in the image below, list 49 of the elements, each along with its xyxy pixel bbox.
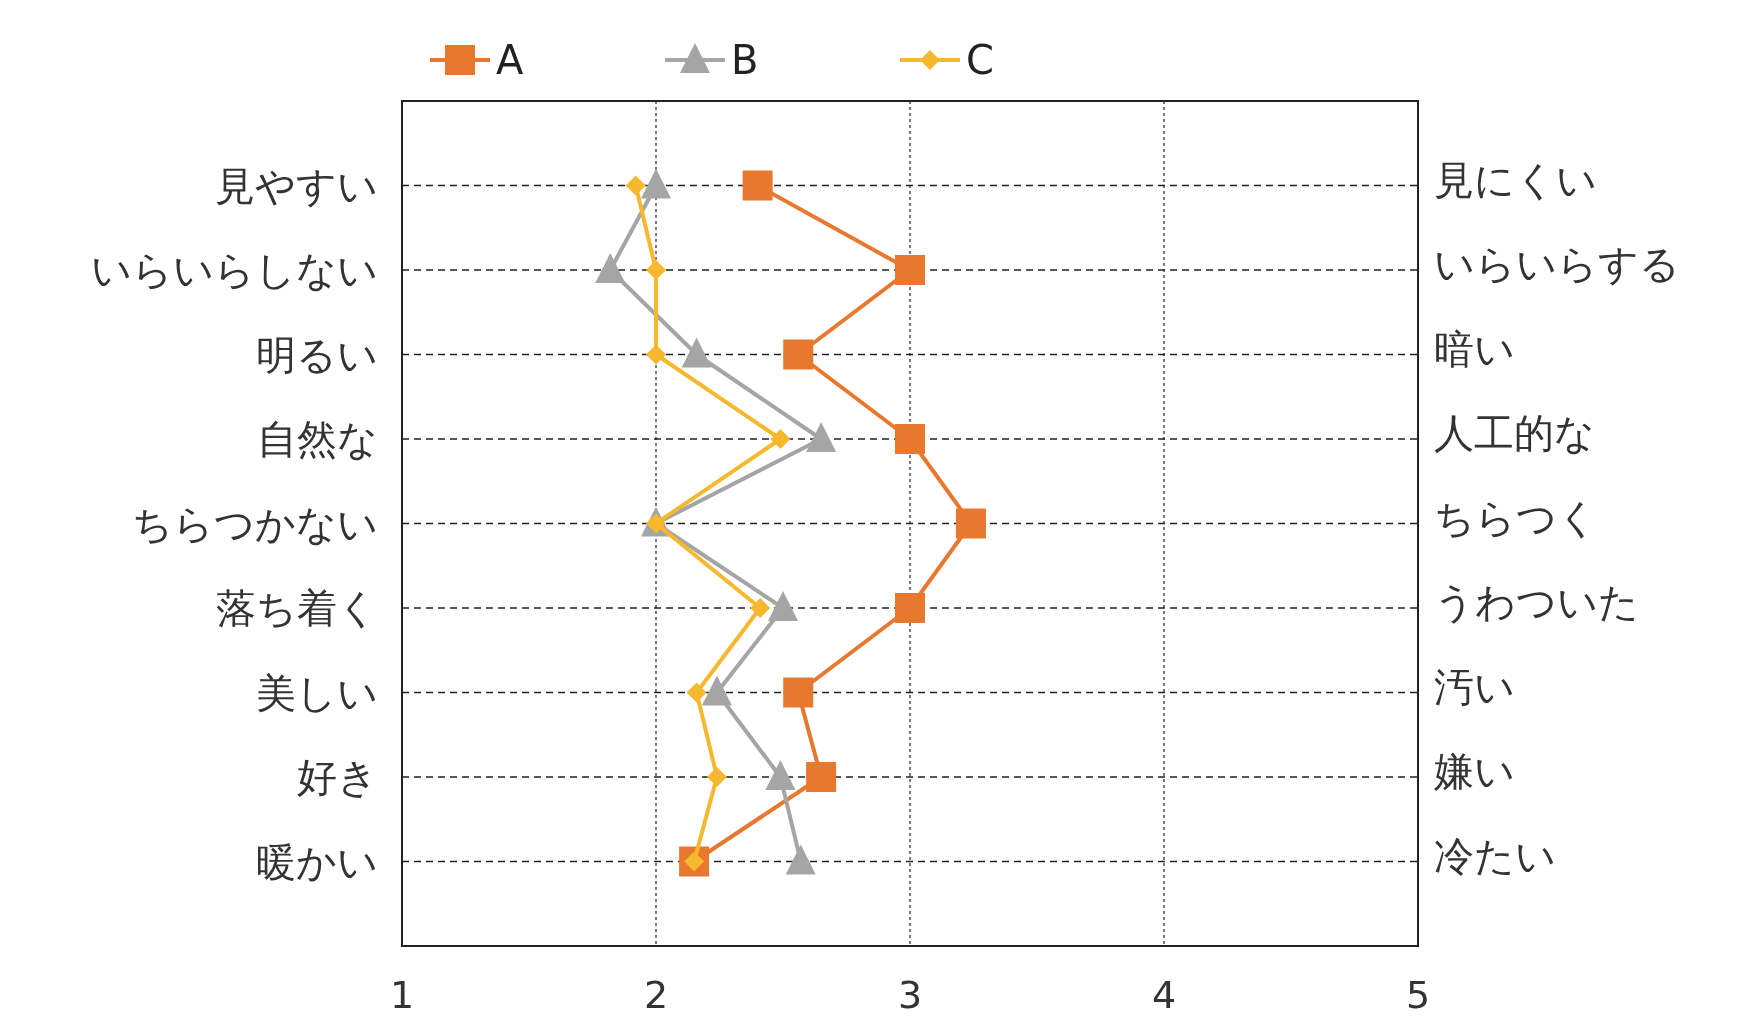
- point: [742, 170, 773, 201]
- x-tick-label: 3: [897, 973, 923, 1017]
- x-tick-label: 2: [643, 973, 669, 1017]
- y2-tick-label: 暗い: [1434, 325, 1515, 372]
- legend-label: B: [731, 37, 759, 83]
- point: [750, 598, 771, 618]
- legend-label: A: [496, 37, 524, 83]
- y2-tick-label: ちらつく: [1434, 494, 1598, 541]
- point: [783, 677, 814, 708]
- point: [768, 591, 798, 621]
- point: [895, 255, 925, 285]
- point: [955, 508, 986, 539]
- y-tick-label: 美しい: [256, 669, 378, 716]
- y-tick-label: ちらつかない: [132, 500, 378, 547]
- y-tick-label: 見やすい: [215, 162, 378, 209]
- point: [646, 344, 666, 365]
- x-tick-label: 4: [1151, 973, 1177, 1017]
- point: [686, 682, 707, 703]
- y-tick-label: 暖かい: [256, 838, 378, 885]
- point: [646, 260, 666, 280]
- point: [895, 424, 925, 454]
- point: [765, 760, 796, 790]
- point: [785, 844, 816, 875]
- point: [895, 593, 925, 623]
- point: [595, 253, 626, 283]
- y-tick-label: いらいらしない: [91, 247, 378, 293]
- point: [770, 429, 791, 449]
- x-tick-label: 1: [389, 973, 415, 1017]
- point: [625, 175, 646, 196]
- point: [783, 339, 814, 370]
- y-tick-label: 明るい: [256, 331, 378, 378]
- point: [641, 168, 671, 199]
- y2-tick-label: 嫌い: [1434, 748, 1515, 794]
- point: [806, 422, 837, 452]
- legend-label: C: [966, 37, 994, 83]
- point: [701, 675, 732, 706]
- y-tick-label: 好き: [297, 754, 378, 800]
- y-tick-label: 自然な: [257, 416, 378, 462]
- point: [806, 762, 837, 792]
- y-tick-label: 落ち着く: [216, 585, 378, 631]
- y2-tick-label: うわついた: [1434, 579, 1639, 625]
- x-tick-label: 5: [1405, 973, 1431, 1017]
- y2-tick-label: 見にくい: [1434, 156, 1597, 203]
- point: [681, 337, 712, 368]
- y2-tick-label: 汚い: [1434, 663, 1515, 710]
- point: [706, 767, 727, 787]
- y2-tick-label: 人工的な: [1434, 410, 1595, 456]
- y2-tick-label: いらいらする: [1434, 241, 1680, 287]
- y2-tick-label: 冷たい: [1434, 832, 1556, 879]
